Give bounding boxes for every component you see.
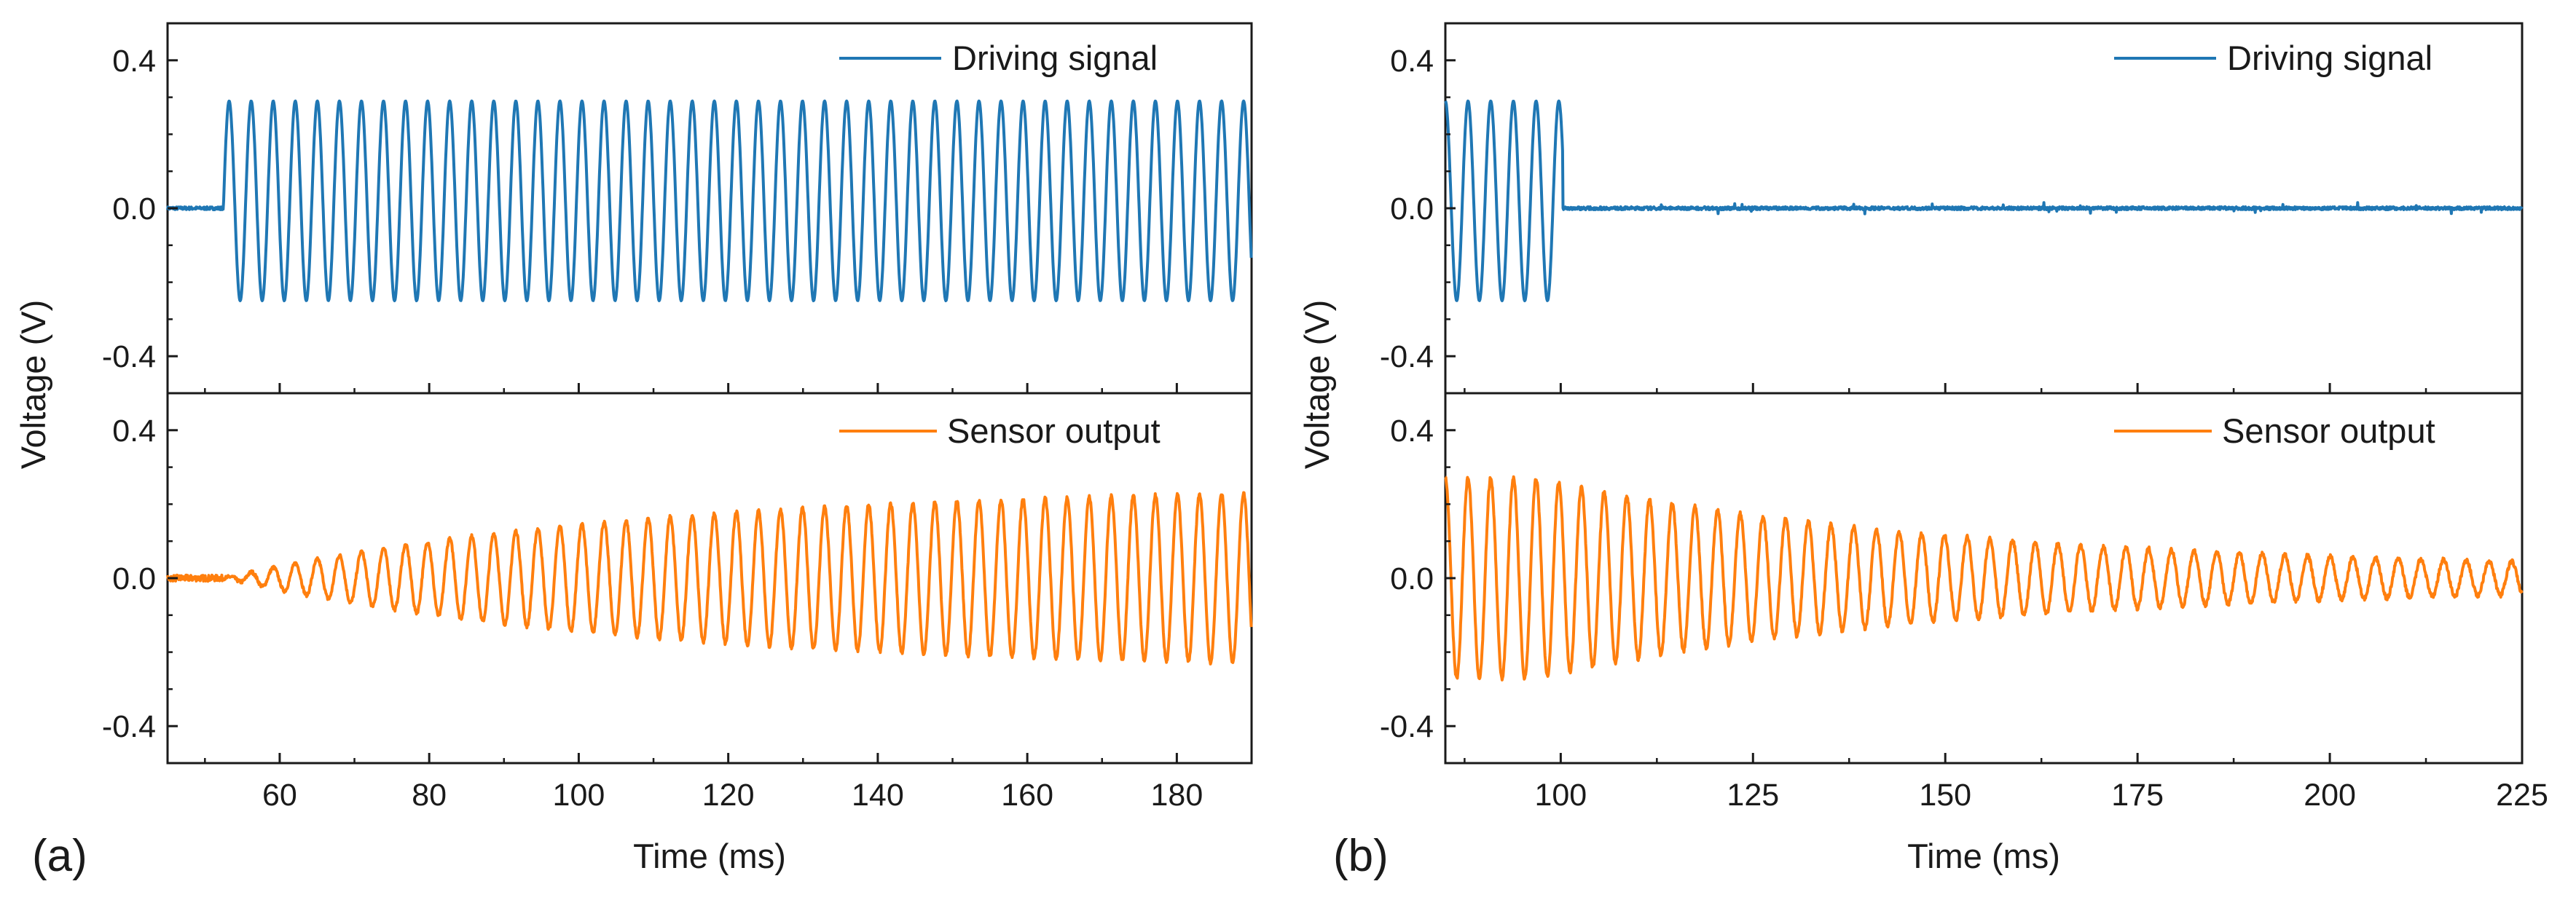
- panel-b: Voltage (V) 0.4 0.0 -0.4 Driving signal 0.…: [1297, 22, 2548, 881]
- panel-b-bottom-ytick-label: 0.0: [1390, 561, 1434, 596]
- panel-a-xtick-label: 160: [1001, 778, 1053, 813]
- panel-a-ylabel: Voltage (V): [14, 300, 52, 470]
- panel-b-xticks: 100 125 150 175 200 225: [1464, 383, 2548, 813]
- panel-b-bottom-ytick-label: 0.4: [1390, 414, 1434, 449]
- panel-a-xtick-label: 180: [1151, 778, 1203, 813]
- panel-a-bottom-ytick-label: 0.0: [112, 561, 156, 596]
- panel-b-top-legend: Driving signal: [2114, 39, 2432, 77]
- panel-a-bottom-legend: Sensor output: [839, 411, 1161, 450]
- panel-a-top-legend-label: Driving signal: [952, 39, 1158, 77]
- panel-b-top-ytick-label: -0.4: [1380, 339, 1434, 374]
- panel-b-ylabel: Voltage (V): [1297, 300, 1336, 470]
- panel-a-xtick-label: 100: [553, 778, 605, 813]
- panel-a-bottom-ytick-label: 0.4: [112, 414, 156, 449]
- panel-b-xtick-label: 200: [2304, 778, 2356, 813]
- panel-a-driving-signal-line: [166, 99, 1253, 302]
- panel-a-top-ytick-label: 0.0: [112, 192, 156, 226]
- panel-b-top-legend-label: Driving signal: [2227, 39, 2432, 77]
- panel-b-xtick-label: 175: [2111, 778, 2164, 813]
- panel-b-xtick-label: 125: [1727, 778, 1779, 813]
- panel-a-label: (a): [32, 831, 87, 881]
- panel-b-top-plot: 0.4 0.0 -0.4 Driving signal: [1380, 22, 2524, 395]
- panel-a-bottom-plot: 0.4 0.0 -0.4 Sensor output: [102, 392, 1253, 765]
- panel-b-bottom-ytick-label: -0.4: [1380, 709, 1434, 744]
- panel-a-xlabel: Time (ms): [633, 837, 786, 875]
- panel-b-label: (b): [1333, 831, 1389, 881]
- panel-a-xtick-label: 60: [262, 778, 297, 813]
- panel-b-driving-signal-line: [1444, 99, 2524, 302]
- panel-b-bottom-yticks: 0.4 0.0 -0.4: [1380, 414, 1456, 744]
- panel-a-top-plot: 0.4 0.0 -0.4 Driving signal: [102, 22, 1253, 395]
- panel-b-sensor-output-line: [1444, 475, 2524, 682]
- panel-b-top-ytick-label: 0.4: [1390, 44, 1434, 79]
- panel-b-xtick-label: 100: [1534, 778, 1587, 813]
- panel-a-top-legend: Driving signal: [839, 39, 1158, 77]
- panel-a-bottom-yticks: 0.4 0.0 -0.4: [102, 414, 178, 744]
- panel-b-bottom-legend: Sensor output: [2114, 411, 2435, 450]
- panel-a-top-yticks: 0.4 0.0 -0.4: [102, 44, 178, 374]
- panel-a: Voltage (V) 0.4 0.0 -0.4 Driving signal 0.…: [14, 22, 1253, 881]
- panel-b-xtick-label: 225: [2496, 778, 2548, 813]
- panel-a-top-ytick-label: -0.4: [102, 339, 156, 374]
- panel-b-bottom-legend-label: Sensor output: [2222, 411, 2435, 450]
- panel-a-xtick-label: 120: [702, 778, 755, 813]
- panel-b-xtick-label: 150: [1919, 778, 1971, 813]
- panel-a-xtick-label: 80: [412, 778, 447, 813]
- panel-a-top-ytick-label: 0.4: [112, 44, 156, 79]
- panel-b-xlabel: Time (ms): [1907, 837, 2060, 875]
- panel-a-bottom-legend-label: Sensor output: [947, 411, 1161, 450]
- panel-b-top-ytick-label: 0.0: [1390, 192, 1434, 226]
- panel-b-top-yticks: 0.4 0.0 -0.4: [1380, 44, 1456, 374]
- panel-b-bottom-plot: 0.4 0.0 -0.4 Sensor output: [1380, 392, 2524, 765]
- panel-a-bottom-ytick-label: -0.4: [102, 709, 156, 744]
- panel-a-xticks: 60 80 100 120 140 160 180: [204, 383, 1203, 813]
- panel-a-xtick-label: 140: [852, 778, 904, 813]
- panel-a-sensor-output-line: [166, 491, 1253, 666]
